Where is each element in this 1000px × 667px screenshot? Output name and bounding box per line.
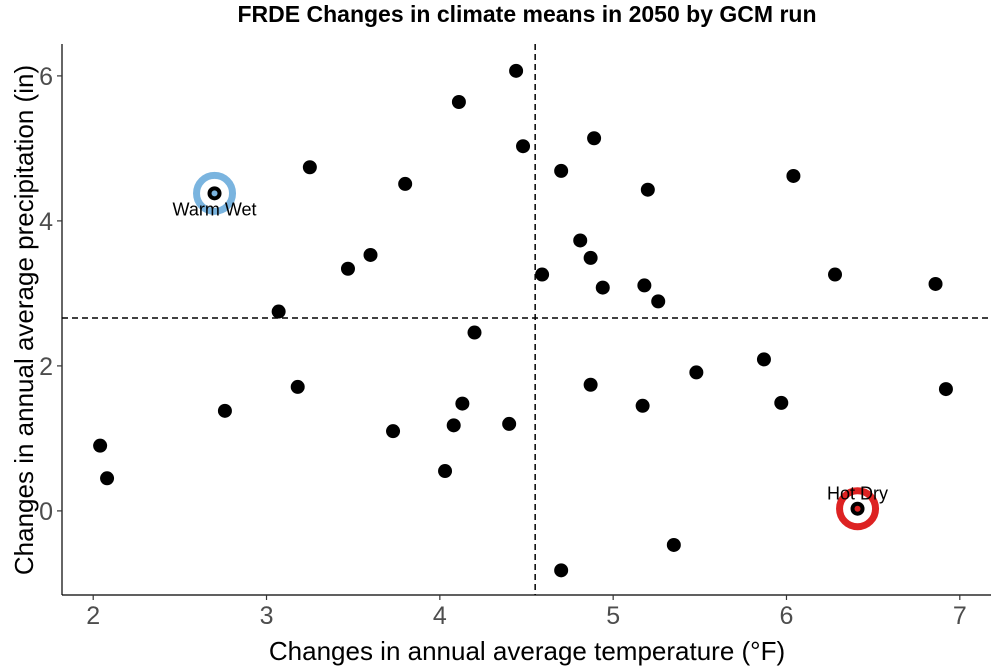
x-tick-label: 7 [953,602,967,630]
x-tick-label: 4 [433,602,447,630]
chart-title: FRDE Changes in climate means in 2050 by… [238,1,817,27]
data-point [651,294,666,309]
data-point [689,365,704,380]
data-point [93,438,108,453]
data-point [587,131,602,146]
data-point [938,382,953,397]
data-point [363,247,378,262]
x-tick-label: 3 [260,602,274,630]
data-point [828,267,843,282]
x-tick-label: 5 [606,602,620,630]
data-point [573,233,588,248]
highlight-ring-hot-dry [836,487,880,531]
highlight-center-hot-dry [854,505,861,512]
data-point [455,396,470,411]
annotations: Warm Wet Hot Dry [173,199,889,503]
data-point [583,250,598,265]
data-point [290,379,305,394]
x-tick-label: 2 [86,602,100,630]
data-point [666,537,681,552]
data-point [786,168,801,183]
highlight-ring-warm-wet [193,171,237,215]
data-point [635,398,650,413]
data-point [217,403,232,418]
data-point [595,280,610,295]
x-axis-title: Changes in annual average temperature (°… [269,636,785,666]
y-tick-label: 6 [39,63,53,91]
data-point [386,424,401,439]
data-point [774,395,789,410]
data-point [554,163,569,178]
data-point [302,160,317,175]
y-axis-title: Changes in annual average precipitation … [9,65,39,575]
highlight-centers [211,190,861,512]
data-point [446,418,461,433]
data-point [100,471,115,486]
data-point [583,377,598,392]
data-point [502,416,517,431]
data-point [554,563,569,578]
axes [61,44,991,596]
data-point [535,267,550,282]
data-point [271,304,286,319]
data-point [637,278,652,293]
data-point [756,352,771,367]
y-tick-label: 2 [39,353,53,381]
data-point [516,139,531,154]
x-tick-label: 6 [780,602,794,630]
annotation-label: Hot Dry [827,484,888,504]
highlight-center-warm-wet [211,190,218,197]
y-ticks: 0 2 4 6 [39,63,62,526]
data-point [340,261,355,276]
data-point [509,63,524,78]
reference-lines [62,44,991,595]
data-point [928,276,943,291]
y-tick-label: 0 [39,498,53,526]
data-point [451,95,466,109]
highlight-rings [193,171,880,531]
data-point [467,325,482,340]
data-points [93,63,953,578]
x-ticks: 2 3 4 5 6 7 [86,595,967,630]
data-point [438,464,453,479]
annotation-label: Warm Wet [173,199,257,219]
y-tick-label: 4 [39,208,53,236]
data-point [398,176,413,191]
data-point [640,182,655,197]
